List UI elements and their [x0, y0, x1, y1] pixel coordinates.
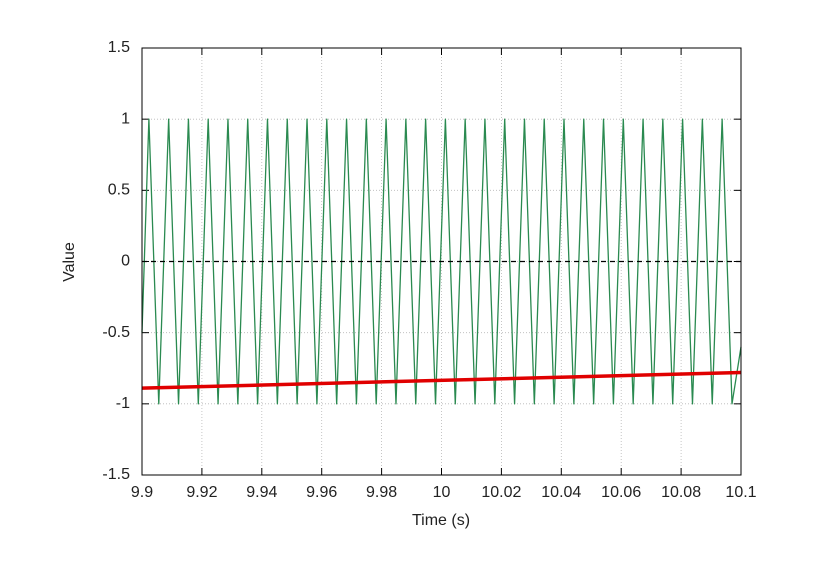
x-tick-label: 10.1: [725, 484, 756, 501]
plot-frame: [141, 47, 742, 476]
y-tick-label: -0.5: [102, 324, 130, 341]
x-tick-label: 9.94: [246, 484, 277, 501]
x-tick-label: 10.04: [541, 484, 581, 501]
y-tick-label: 0: [121, 253, 130, 270]
x-tick-label: 10.06: [601, 484, 641, 501]
y-tick-label: -1.5: [102, 466, 130, 483]
x-tick-label: 9.92: [186, 484, 217, 501]
x-tick-label: 9.9: [131, 484, 153, 501]
x-tick-label: 10.02: [481, 484, 521, 501]
x-tick-label: 9.98: [366, 484, 397, 501]
data-line: [141, 370, 742, 390]
x-tick-label: 9.96: [306, 484, 337, 501]
x-tick-label: 10.08: [661, 484, 701, 501]
x-axis-label: Time (s): [412, 512, 470, 529]
y-tick-label: 0.5: [108, 182, 130, 199]
x-tick-label: 10: [433, 484, 451, 501]
y-tick-label: 1: [121, 110, 130, 127]
y-tick-label: 1.5: [108, 39, 130, 56]
y-axis-label: Value: [61, 242, 78, 282]
y-tick-label: -1: [116, 395, 130, 412]
